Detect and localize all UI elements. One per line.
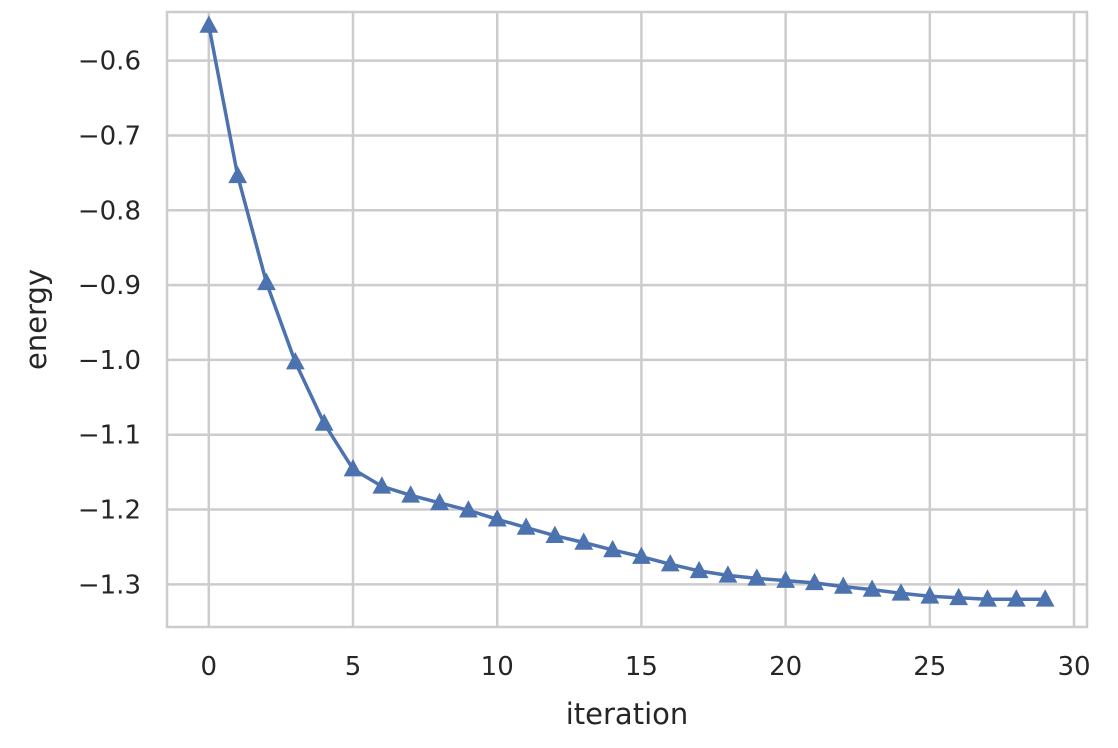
data-point-marker — [401, 485, 421, 503]
data-point-marker — [833, 576, 853, 594]
data-point-marker — [718, 565, 738, 583]
x-tick-label: 25 — [913, 652, 946, 682]
y-tick-label: −0.9 — [78, 271, 141, 301]
y-tick-label: −1.3 — [78, 570, 141, 600]
data-point-marker — [487, 509, 507, 527]
grid — [167, 12, 1087, 627]
plot-frame — [165, 10, 1089, 629]
data-point-marker — [458, 500, 478, 518]
y-tick-label: −0.6 — [78, 47, 141, 77]
x-tick-label: 0 — [201, 652, 218, 682]
data-point-marker — [805, 572, 824, 591]
y-tick-label: −1.2 — [78, 496, 141, 526]
data-point-marker — [747, 568, 767, 586]
y-tick-label: −1.0 — [78, 346, 141, 376]
data-point-marker — [920, 586, 940, 604]
data-point-marker — [776, 570, 796, 588]
x-axis-ticks: 0 5 10 15 20 25 30 — [201, 652, 1091, 682]
data-point-marker — [1035, 589, 1055, 607]
series-group — [199, 15, 1055, 607]
data-point-marker — [978, 589, 997, 607]
data-point-marker — [689, 560, 709, 579]
x-tick-label: 5 — [345, 652, 362, 682]
data-point-marker — [545, 525, 565, 543]
data-point-marker — [430, 492, 449, 511]
series-line — [207, 23, 1047, 602]
y-tick-label: −1.1 — [78, 421, 141, 451]
data-point-marker — [199, 15, 219, 33]
data-point-marker — [660, 554, 680, 572]
y-axis-ticks: −0.6 −0.7 −0.8 −0.9 −1.0 −1.1 −1.2 −1.3 — [78, 47, 141, 601]
data-point-marker — [285, 352, 305, 370]
x-axis-label: iteration — [566, 697, 689, 731]
y-axis-label: energy — [19, 269, 53, 370]
data-point-marker — [574, 532, 594, 550]
data-point-marker — [1006, 589, 1026, 607]
data-point-marker — [949, 587, 969, 606]
data-point-marker — [862, 579, 882, 597]
data-point-marker — [228, 165, 248, 184]
data-point-marker — [343, 459, 363, 477]
y-tick-label: −0.8 — [78, 196, 141, 226]
x-tick-label: 15 — [625, 652, 658, 682]
x-tick-label: 20 — [769, 652, 802, 682]
data-point-marker — [257, 272, 276, 291]
data-point-marker — [314, 413, 334, 431]
data-point-marker — [891, 583, 911, 601]
data-point-marker — [632, 546, 651, 564]
x-tick-label: 30 — [1057, 652, 1090, 682]
y-tick-label: −0.7 — [78, 121, 141, 151]
data-point-marker — [603, 539, 622, 558]
data-point-marker — [516, 517, 536, 535]
data-point-marker — [372, 476, 392, 494]
x-tick-label: 10 — [481, 652, 514, 682]
